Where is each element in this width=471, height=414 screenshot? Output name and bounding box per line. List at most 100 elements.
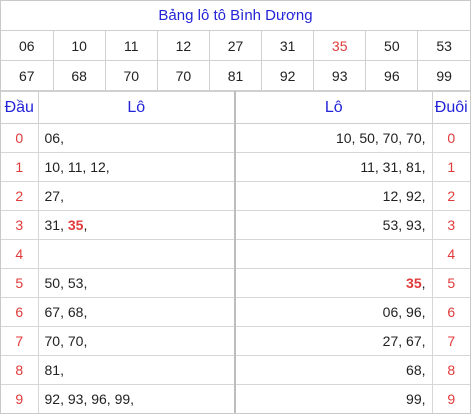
dau-cell: 4: [1, 239, 39, 269]
dau-cell: 2: [1, 181, 39, 211]
table-row: 3 31, 35, 53, 93, 3: [1, 210, 470, 240]
duoi-cell: 1: [431, 152, 470, 182]
lo-left-cell: [37, 239, 236, 269]
lo-right-cell: 11, 31, 81,: [234, 152, 433, 182]
header-dau: Đầu: [1, 91, 39, 124]
lo-number: 92: [406, 188, 422, 204]
lo-left-cell: 10, 11, 12,: [37, 152, 236, 182]
duoi-cell: 6: [431, 297, 470, 327]
lo-number: 67: [44, 304, 61, 320]
dau-cell: 3: [1, 210, 39, 240]
table-row: 5 50, 53, 35, 5: [1, 268, 470, 298]
lo-right-cell: 10, 50, 70, 70,: [234, 123, 433, 153]
lo-number: 06: [382, 304, 399, 320]
lo-number: 10: [44, 159, 61, 175]
table-row: 0 06, 10, 50, 70, 70, 0: [1, 123, 470, 153]
lo-number: 67: [406, 333, 422, 349]
dau-cell: 9: [1, 384, 39, 413]
lo-number: 96: [406, 304, 422, 320]
dau-cell: 8: [1, 355, 39, 385]
lo-number: 27: [382, 333, 399, 349]
lo-number: 50: [44, 275, 61, 291]
number-cell: 96: [365, 60, 419, 91]
lo-number: 68: [67, 304, 84, 320]
lo-number: 06: [44, 130, 61, 146]
numbers-row-1: 06 10 11 12 27 31 35 50 53: [1, 31, 470, 61]
lo-number: 11: [67, 159, 83, 175]
lo-number: 70: [67, 333, 84, 349]
lo-number: 99: [406, 391, 422, 407]
duoi-cell: 2: [431, 181, 470, 211]
dau-cell: 7: [1, 326, 39, 356]
number-cell: 70: [104, 60, 158, 91]
lo-right-cell: 35,: [234, 268, 433, 298]
table-row: 8 81, 68, 8: [1, 355, 470, 385]
lo-number: 27: [44, 188, 61, 204]
lo-number: 81: [44, 362, 61, 378]
number-cell: 31: [261, 31, 315, 61]
table-row: 7 70, 70, 27, 67, 7: [1, 326, 470, 356]
number-cell: 35: [313, 31, 367, 61]
lo-right-cell: 12, 92,: [234, 181, 433, 211]
table-row: 6 67, 68, 06, 96, 6: [1, 297, 470, 327]
lo-number: 31: [382, 159, 399, 175]
dau-cell: 5: [1, 268, 39, 298]
number-cell: 93: [313, 60, 367, 91]
lo-number: 53: [382, 217, 399, 233]
number-cell: 10: [52, 31, 106, 61]
lo-number: 50: [359, 130, 375, 146]
lo-right-cell: 06, 96,: [234, 297, 433, 327]
lo-left-cell: 81,: [37, 355, 236, 385]
duoi-cell: 4: [431, 239, 470, 269]
lo-number: 68: [406, 362, 422, 378]
number-cell: 70: [156, 60, 210, 91]
numbers-grid: 06 10 11 12 27 31 35 50 53 67 68 70 70 81 92 93 96 99: [1, 31, 470, 91]
lo-number: 35: [67, 217, 84, 233]
number-cell: 68: [52, 60, 106, 91]
number-cell: 67: [1, 60, 54, 91]
lo-number: 11: [360, 159, 375, 175]
number-cell: 12: [156, 31, 210, 61]
number-cell: 50: [365, 31, 419, 61]
header-duoi: Đuôi: [431, 91, 470, 124]
dau-cell: 6: [1, 297, 39, 327]
numbers-row-2: 67 68 70 70 81 92 93 96 99: [1, 60, 470, 91]
dau-cell: 1: [1, 152, 39, 182]
lo-number: 99: [114, 391, 131, 407]
number-cell: 53: [417, 31, 470, 61]
lo-number: 93: [406, 217, 422, 233]
lo-right-cell: 27, 67,: [234, 326, 433, 356]
header-lo-left: Lô: [37, 91, 236, 124]
lo-number: 70: [382, 130, 399, 146]
lo-number: 31: [44, 217, 61, 233]
duoi-cell: 7: [431, 326, 470, 356]
lo-number: 10: [335, 130, 352, 146]
lo-number: 53: [67, 275, 84, 291]
lo-table: Đầu Lô Lô Đuôi 0 06, 10, 50, 70, 70, 0 1 10, …: [1, 91, 470, 413]
lo-right-cell: [234, 239, 433, 269]
duoi-cell: 5: [431, 268, 470, 298]
table-title: Bảng lô tô Bình Dương: [1, 1, 470, 31]
dau-cell: 0: [1, 123, 39, 153]
duoi-cell: 3: [431, 210, 470, 240]
number-cell: 81: [208, 60, 263, 91]
lo-number: 96: [91, 391, 107, 407]
lo-right-cell: 99,: [234, 384, 433, 413]
lo-number: 35: [406, 275, 422, 291]
lo-left-cell: 67, 68,: [37, 297, 236, 327]
lo-right-cell: 53, 93,: [234, 210, 433, 240]
lo-number: 70: [44, 333, 61, 349]
table-row: 1 10, 11, 12, 11, 31, 81, 1: [1, 152, 470, 182]
lo-number: 70: [406, 130, 422, 146]
lo-left-cell: 50, 53,: [37, 268, 236, 298]
duoi-cell: 0: [431, 123, 470, 153]
number-cell: 11: [104, 31, 158, 61]
lo-left-cell: 92, 93, 96, 99,: [37, 384, 236, 413]
lo-table-body: 0 06, 10, 50, 70, 70, 0 1 10, 11, 12, 11, 31, …: [1, 123, 470, 413]
number-cell: 06: [1, 31, 54, 61]
header-lo-right: Lô: [234, 91, 433, 124]
lo-number: 92: [44, 391, 61, 407]
lo-left-cell: 06,: [37, 123, 236, 153]
